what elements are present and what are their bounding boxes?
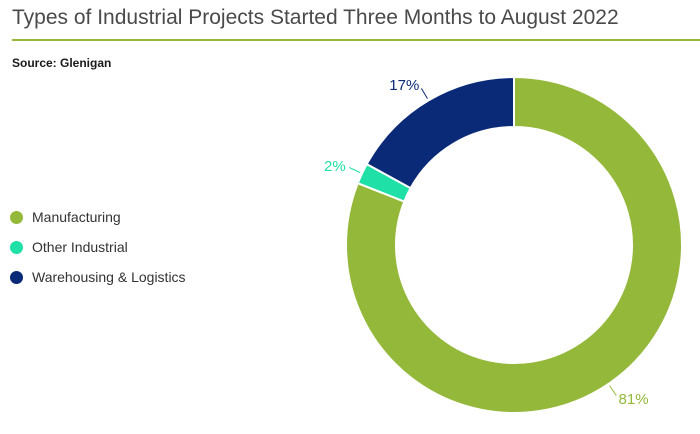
legend-swatch-warehousing-logistics xyxy=(10,270,23,284)
legend: Manufacturing Other Industrial Warehousi… xyxy=(10,202,186,292)
legend-item-other-industrial[interactable]: Other Industrial xyxy=(10,232,186,262)
legend-label-warehousing-logistics: Warehousing & Logistics xyxy=(32,269,186,285)
legend-swatch-other-industrial xyxy=(10,240,23,254)
legend-swatch-manufacturing xyxy=(10,210,23,224)
donut-slice-manufacturing[interactable] xyxy=(345,75,683,414)
leader-line-warehousing-and-logistics xyxy=(420,88,428,99)
chart-title: Types of Industrial Projects Started Thr… xyxy=(12,6,619,29)
data-label-warehousing-and-logistics: 17% xyxy=(389,77,419,94)
leader-line-other-industrial xyxy=(349,167,361,174)
source-note: Source: Glenigan xyxy=(12,56,112,70)
title-divider xyxy=(12,39,700,41)
legend-label-manufacturing: Manufacturing xyxy=(32,209,121,225)
donut-slice-warehousing-and-logistics[interactable] xyxy=(365,75,515,190)
legend-item-warehousing-logistics[interactable]: Warehousing & Logistics xyxy=(10,262,186,292)
leader-line-manufacturing xyxy=(609,385,617,396)
legend-label-other-industrial: Other Industrial xyxy=(32,239,128,255)
data-label-manufacturing: 81% xyxy=(619,391,649,408)
legend-item-manufacturing[interactable]: Manufacturing xyxy=(10,202,186,232)
data-label-other-industrial: 2% xyxy=(324,158,346,175)
